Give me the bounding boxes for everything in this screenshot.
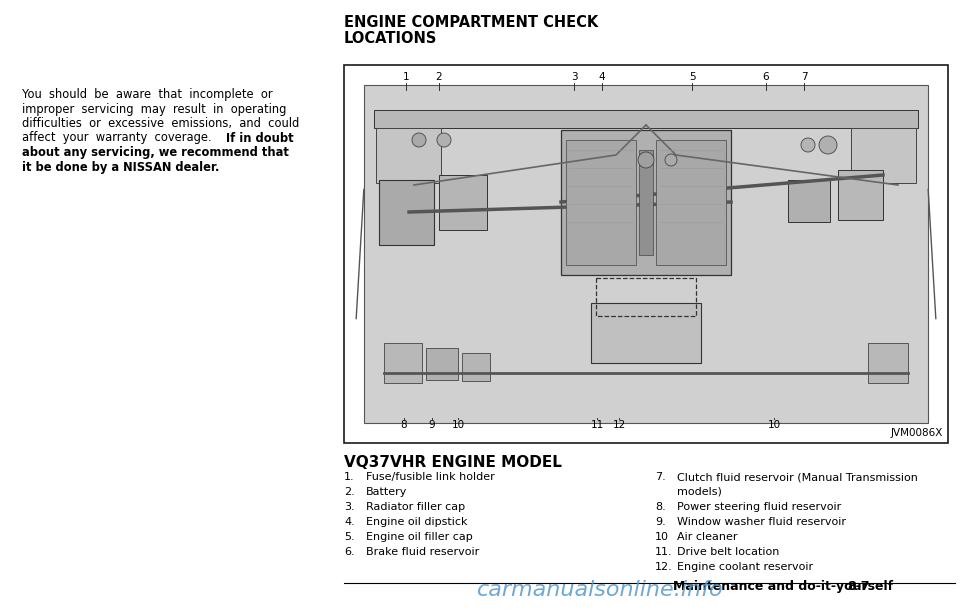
Bar — [374, 110, 918, 128]
Bar — [656, 140, 726, 265]
Bar — [639, 150, 653, 255]
Text: 10: 10 — [451, 420, 465, 430]
Text: 3: 3 — [570, 72, 577, 82]
Text: 4.: 4. — [344, 517, 355, 527]
Text: 2: 2 — [436, 72, 443, 82]
Text: 5.: 5. — [344, 532, 354, 542]
Text: If in doubt: If in doubt — [226, 131, 294, 144]
Bar — [439, 175, 487, 230]
Text: VQ37VHR ENGINE MODEL: VQ37VHR ENGINE MODEL — [344, 455, 562, 470]
Bar — [788, 180, 830, 222]
Text: ENGINE COMPARTMENT CHECK: ENGINE COMPARTMENT CHECK — [344, 15, 598, 30]
Text: Radiator filler cap: Radiator filler cap — [366, 502, 466, 512]
Text: 8: 8 — [400, 420, 407, 430]
Text: 7.: 7. — [655, 472, 665, 482]
Text: 4: 4 — [599, 72, 606, 82]
Text: 11.: 11. — [655, 547, 673, 557]
Text: Maintenance and do-it-yourself: Maintenance and do-it-yourself — [673, 580, 893, 593]
Bar — [376, 128, 441, 183]
Text: Clutch fluid reservoir (Manual Transmission: Clutch fluid reservoir (Manual Transmiss… — [677, 472, 918, 482]
Text: Brake fluid reservoir: Brake fluid reservoir — [366, 547, 479, 557]
Text: Window washer fluid reservoir: Window washer fluid reservoir — [677, 517, 846, 527]
Text: carmanualsonline.info: carmanualsonline.info — [477, 580, 723, 600]
Text: 7: 7 — [801, 72, 807, 82]
Text: Engine oil dipstick: Engine oil dipstick — [366, 517, 468, 527]
Text: 1: 1 — [402, 72, 409, 82]
Text: 1.: 1. — [344, 472, 354, 482]
Text: Battery: Battery — [366, 487, 407, 497]
Circle shape — [638, 152, 654, 168]
Bar — [566, 140, 636, 265]
Bar — [868, 343, 908, 383]
Bar — [561, 130, 731, 275]
Text: You  should  be  aware  that  incomplete  or: You should be aware that incomplete or — [22, 88, 273, 101]
Circle shape — [412, 133, 426, 147]
Bar — [851, 128, 916, 183]
Circle shape — [665, 154, 677, 166]
Text: 10: 10 — [767, 420, 780, 430]
Bar — [596, 278, 696, 316]
Bar — [426, 348, 458, 380]
Text: 6: 6 — [762, 72, 769, 82]
Bar — [379, 180, 434, 245]
Text: Air cleaner: Air cleaner — [677, 532, 737, 542]
Bar — [838, 170, 883, 220]
Text: LOCATIONS: LOCATIONS — [344, 31, 438, 46]
Text: 9.: 9. — [655, 517, 665, 527]
FancyArrowPatch shape — [356, 189, 364, 319]
Text: affect  your  warranty  coverage.: affect your warranty coverage. — [22, 131, 211, 144]
Text: 3.: 3. — [344, 502, 354, 512]
Text: Engine oil filler cap: Engine oil filler cap — [366, 532, 472, 542]
Text: difficulties  or  excessive  emissions,  and  could: difficulties or excessive emissions, and… — [22, 117, 300, 130]
Text: Engine coolant reservoir: Engine coolant reservoir — [677, 562, 813, 572]
Text: 6.: 6. — [344, 547, 354, 557]
Text: Fuse/fusible link holder: Fuse/fusible link holder — [366, 472, 494, 482]
Circle shape — [819, 136, 837, 154]
Text: improper  servicing  may  result  in  operating: improper servicing may result in operati… — [22, 103, 286, 115]
Text: 11: 11 — [590, 420, 604, 430]
Text: Power steering fluid reservoir: Power steering fluid reservoir — [677, 502, 841, 512]
Text: 2.: 2. — [344, 487, 355, 497]
Text: 10: 10 — [655, 532, 669, 542]
Text: 8.: 8. — [655, 502, 665, 512]
Text: 5: 5 — [688, 72, 695, 82]
Bar — [462, 353, 490, 381]
Text: models): models) — [677, 487, 722, 497]
Text: 12.: 12. — [655, 562, 673, 572]
Bar — [384, 343, 422, 383]
Text: 8-7: 8-7 — [847, 580, 870, 593]
Text: 9: 9 — [429, 420, 435, 430]
Bar — [364, 85, 928, 423]
Text: about any servicing, we recommend that: about any servicing, we recommend that — [22, 146, 289, 159]
Text: Drive belt location: Drive belt location — [677, 547, 780, 557]
Text: 12: 12 — [612, 420, 626, 430]
Circle shape — [437, 133, 451, 147]
FancyArrowPatch shape — [928, 189, 936, 319]
Circle shape — [801, 138, 815, 152]
Bar — [344, 65, 948, 443]
Bar — [591, 303, 701, 363]
Text: JVM0086X: JVM0086X — [891, 428, 943, 438]
Text: it be done by a NISSAN dealer.: it be done by a NISSAN dealer. — [22, 161, 220, 174]
